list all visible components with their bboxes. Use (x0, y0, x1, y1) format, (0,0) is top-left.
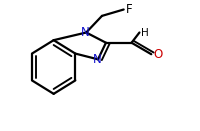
Text: H: H (141, 28, 149, 38)
Text: F: F (126, 3, 133, 16)
Text: O: O (154, 48, 163, 61)
Text: N: N (81, 26, 90, 39)
Text: N: N (93, 53, 101, 66)
